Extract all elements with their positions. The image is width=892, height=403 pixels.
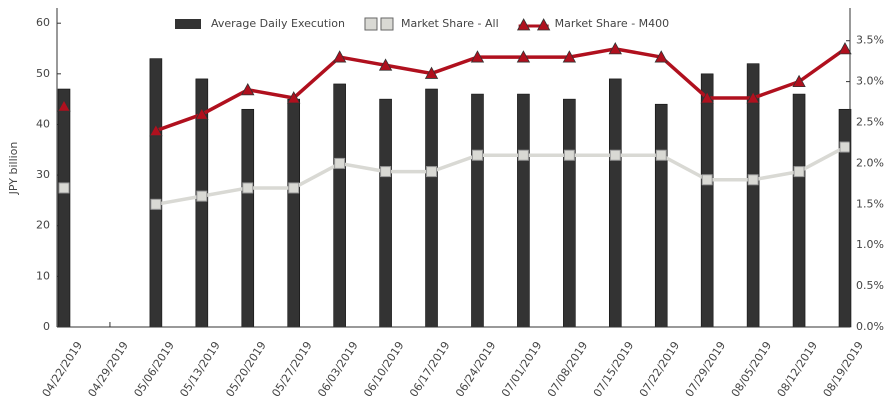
bar (654, 103, 668, 328)
y2-tick-label: 0.0% (856, 320, 884, 333)
x-tick-label: 04/29/2019 (86, 339, 131, 399)
x-tick-label: 06/17/2019 (407, 339, 452, 399)
y2-tick-label: 3.0% (856, 75, 884, 88)
y-axis-label: JPY billion (7, 142, 20, 196)
x-tick-label: 07/22/2019 (637, 339, 682, 399)
bar (563, 98, 576, 328)
marker (149, 123, 163, 137)
marker (838, 42, 852, 55)
marker (334, 157, 346, 169)
marker (424, 66, 439, 79)
y2-tick-label: 0.5% (856, 279, 884, 292)
marker (287, 91, 301, 104)
y-tick-label: 30 (36, 168, 50, 181)
marker (332, 50, 347, 63)
marker (839, 141, 851, 153)
x-tick-label: 07/08/2019 (545, 339, 590, 399)
bar (379, 98, 392, 328)
bar (149, 58, 163, 328)
marker (470, 50, 485, 63)
marker (195, 107, 209, 120)
x-tick-label: 05/13/2019 (177, 339, 222, 399)
legend-swatch (364, 17, 378, 31)
marker (746, 91, 760, 104)
bar (792, 93, 806, 328)
marker (792, 74, 806, 88)
y-tick-label: 10 (36, 269, 50, 282)
x-tick-label: 07/15/2019 (591, 339, 636, 399)
line (155, 47, 847, 133)
line (155, 145, 846, 207)
y2-tick-label: 3.5% (856, 34, 884, 47)
legend-label: Market Share - M400 (555, 17, 670, 30)
bar (333, 83, 346, 328)
y2-tick-label: 2.0% (856, 156, 884, 169)
x-tick-label: 04/22/2019 (40, 339, 85, 399)
legend-label: Average Daily Execution (211, 17, 345, 30)
x-tick-label: 05/06/2019 (131, 339, 176, 399)
x-tick-label: 06/10/2019 (361, 339, 406, 399)
bar (471, 93, 484, 328)
marker (58, 182, 70, 194)
bar (287, 98, 301, 328)
y-tick-label: 40 (36, 117, 50, 130)
legend-swatch (175, 19, 201, 29)
marker (378, 58, 393, 71)
marker (196, 190, 208, 202)
marker (517, 149, 529, 161)
bar (57, 88, 71, 328)
y2-tick-label: 1.5% (856, 197, 884, 210)
marker (655, 149, 667, 161)
marker (793, 166, 805, 178)
x-tick-label: 08/19/2019 (821, 339, 866, 399)
bar (700, 73, 714, 328)
marker (608, 42, 622, 55)
marker (563, 149, 575, 161)
marker (747, 174, 759, 186)
legend-label: Market Share - All (401, 17, 499, 30)
x-tick-label: 05/20/2019 (223, 339, 268, 399)
marker (609, 149, 621, 161)
bar (425, 88, 438, 328)
y2-tick-label: 1.0% (856, 238, 884, 251)
marker (241, 82, 255, 96)
y-tick-label: 50 (36, 67, 50, 80)
x-tick-label: 06/03/2019 (315, 339, 360, 399)
marker (242, 182, 254, 194)
marker (426, 166, 438, 178)
marker (700, 91, 714, 104)
y-tick-label: 20 (36, 219, 50, 232)
bar (608, 78, 622, 328)
marker (654, 50, 668, 63)
marker (150, 198, 162, 210)
x-tick-label: 08/05/2019 (729, 339, 774, 399)
y2-tick-label: 2.5% (856, 116, 884, 129)
x-tick-label: 06/24/2019 (453, 339, 498, 399)
x-tick-label: 07/01/2019 (499, 339, 544, 399)
marker (471, 149, 483, 161)
bar (517, 93, 530, 328)
legend-swatch (516, 18, 551, 31)
marker (562, 50, 577, 63)
marker (516, 50, 531, 63)
marker (380, 166, 392, 178)
x-tick-label: 05/27/2019 (269, 339, 314, 399)
y-tick-label: 60 (36, 16, 50, 29)
x-tick-label: 07/29/2019 (683, 339, 728, 399)
bar (241, 108, 255, 328)
x-tick-label: 08/12/2019 (775, 339, 820, 399)
y-tick-label: 0 (43, 320, 50, 333)
marker (57, 99, 71, 112)
legend-swatch (380, 17, 394, 31)
marker (288, 182, 300, 194)
marker (701, 174, 713, 186)
